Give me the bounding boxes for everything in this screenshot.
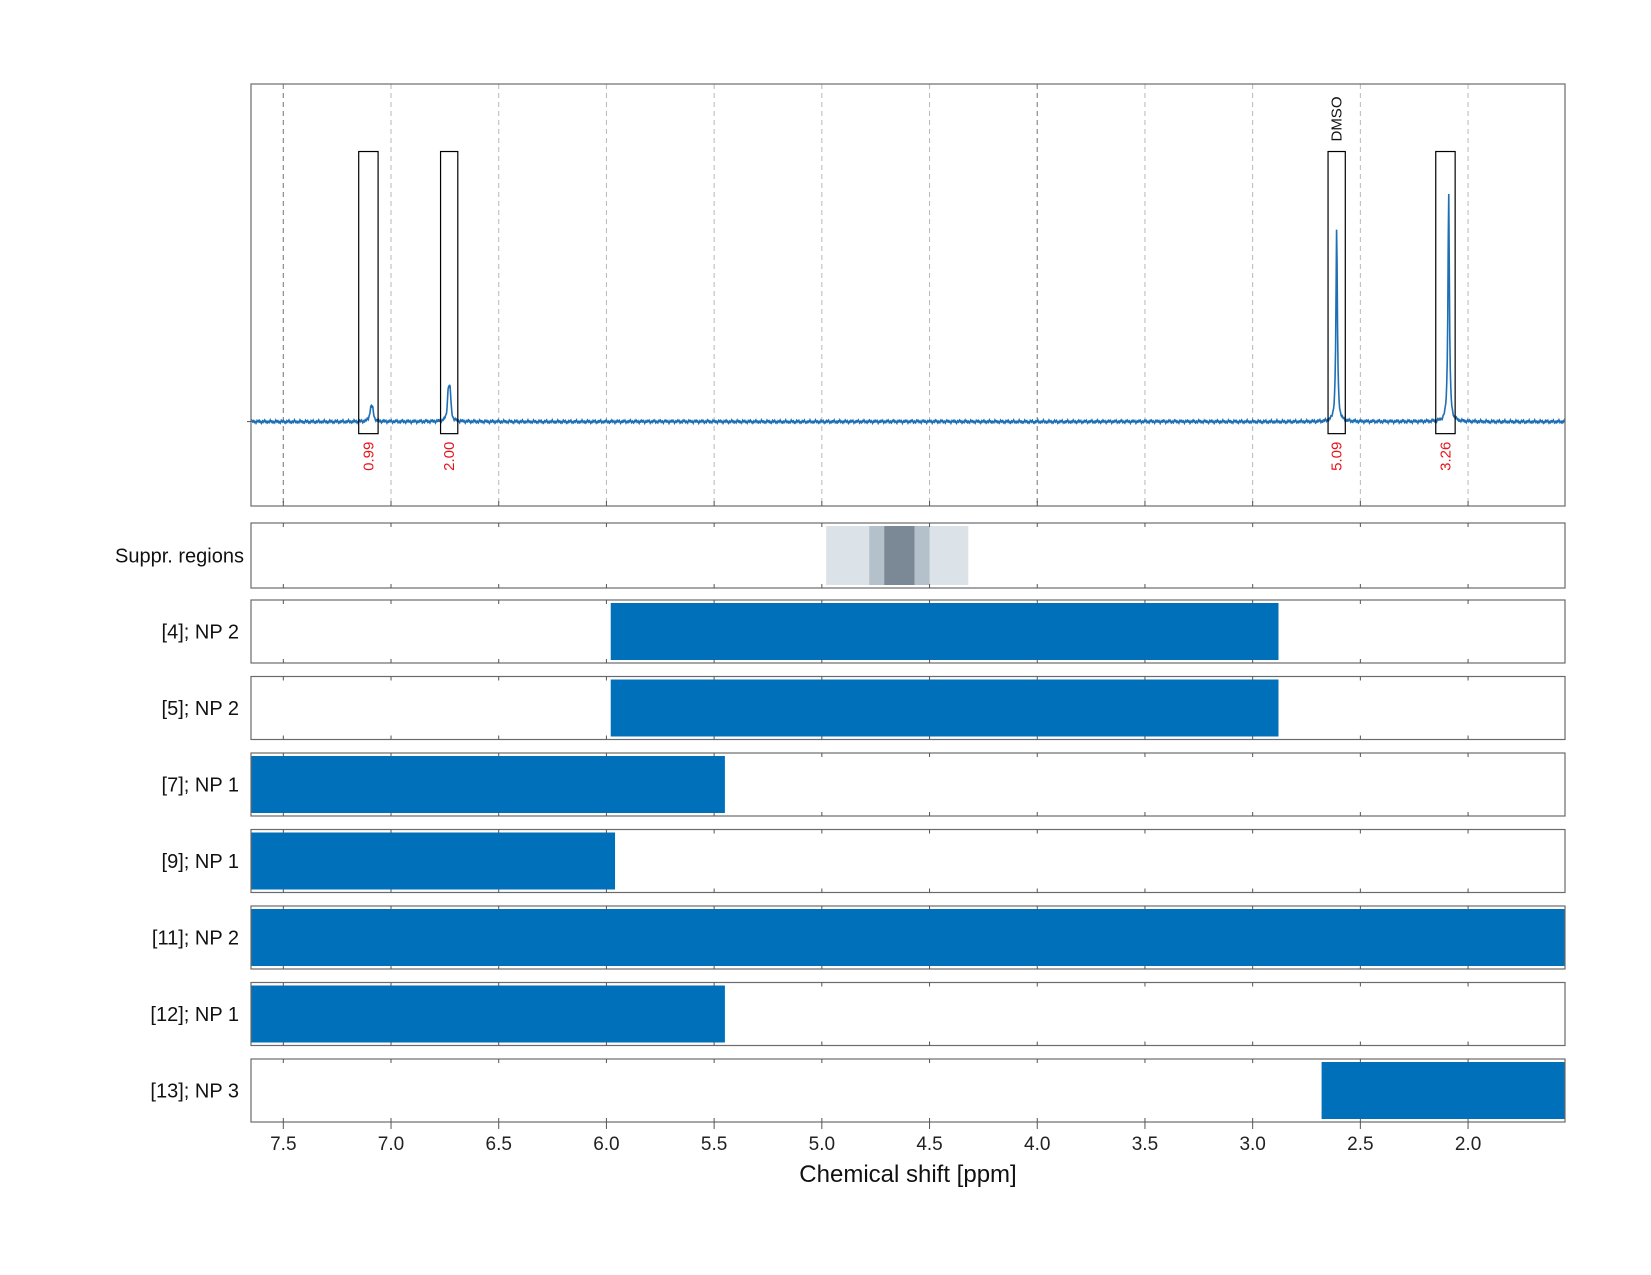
integration-box xyxy=(1327,150,1346,435)
region-frame xyxy=(250,905,1566,970)
x-tick-label: 3.5 xyxy=(1132,1134,1158,1155)
x-tick-label: 6.0 xyxy=(593,1134,619,1155)
spectrum-panel: 0.99 2.00 5.09 DMSO 3.26 xyxy=(247,83,1566,507)
x-tick-label: 4.0 xyxy=(1024,1134,1050,1155)
region-frame xyxy=(250,981,1566,1047)
x-tick-label: 7.5 xyxy=(270,1134,296,1155)
region-label: [5]; NP 2 xyxy=(162,698,239,720)
region-bar xyxy=(610,679,1279,737)
x-tick-label: 6.5 xyxy=(486,1134,512,1155)
spectrum-line xyxy=(250,194,1566,426)
integral-value: 0.99 xyxy=(360,442,377,471)
region-bar xyxy=(610,603,1279,660)
x-tick-label: 5.5 xyxy=(701,1134,727,1155)
region-label: [9]; NP 1 xyxy=(162,851,239,873)
region-bar xyxy=(251,909,1565,966)
integration-box xyxy=(439,150,459,435)
region-label: [4]; NP 2 xyxy=(162,622,239,644)
suppression-panel: Suppr. regions xyxy=(115,522,1566,589)
region-bar xyxy=(251,985,725,1043)
gridlines xyxy=(282,84,1469,506)
region-label: [11]; NP 2 xyxy=(152,928,239,950)
suppression-frame xyxy=(250,522,1566,589)
region-bar xyxy=(251,756,725,813)
integral-value: 2.00 xyxy=(441,442,458,471)
region-label: [12]; NP 1 xyxy=(150,1004,239,1026)
suppression-label: Suppr. regions xyxy=(115,546,244,568)
region-frame xyxy=(250,599,1566,664)
x-tick-label: 2.0 xyxy=(1455,1134,1481,1155)
region-label: [7]; NP 1 xyxy=(162,775,239,797)
region-label: [13]; NP 3 xyxy=(150,1081,239,1103)
integral-value: 5.09 xyxy=(1329,442,1346,471)
region-bar xyxy=(1321,1062,1565,1119)
region-frame xyxy=(250,752,1566,817)
x-tick-label: 7.0 xyxy=(378,1134,404,1155)
x-axis: 7.5 7.0 6.5 6.0 5.5 5.0 4.5 4.0 3.5 3.0 2.5 2.0 xyxy=(270,1122,1481,1155)
x-axis-title: Chemical shift [ppm] xyxy=(799,1161,1016,1188)
x-tick-label: 4.5 xyxy=(916,1134,942,1155)
region-panels: [4]; NP 2 [5]; NP 2 [7]; NP 1 [9]; NP 1 [11]… xyxy=(150,599,1566,1123)
region-frame xyxy=(250,828,1566,894)
x-tick-label: 5.0 xyxy=(809,1134,835,1155)
peak-label: DMSO xyxy=(1329,97,1346,142)
integration-box xyxy=(1435,150,1456,435)
region-bar xyxy=(251,832,616,890)
integration-box xyxy=(358,150,379,435)
region-frame xyxy=(250,675,1566,741)
x-tick-label: 2.5 xyxy=(1347,1134,1373,1155)
region-frame xyxy=(250,1058,1566,1123)
spectrum-frame xyxy=(250,83,1566,507)
x-tick-label: 3.0 xyxy=(1239,1134,1265,1155)
integral-value: 3.26 xyxy=(1437,442,1454,471)
suppression-band xyxy=(884,526,915,585)
